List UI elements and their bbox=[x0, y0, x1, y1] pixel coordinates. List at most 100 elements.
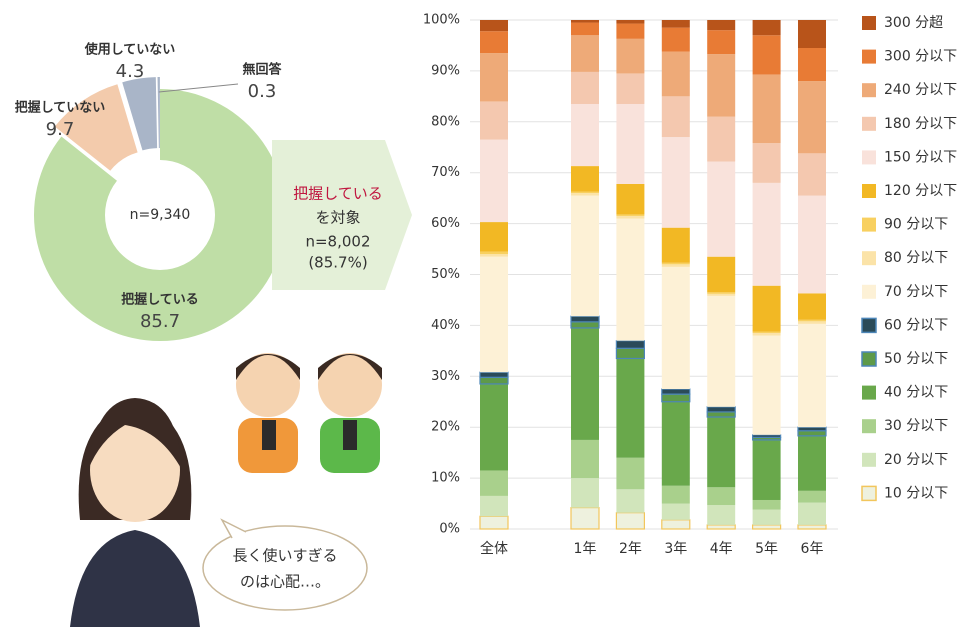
slice-value: 9.7 bbox=[46, 119, 75, 140]
x-tick-label: 2年 bbox=[619, 541, 642, 557]
bar-segment bbox=[616, 104, 644, 184]
bar-segment bbox=[480, 252, 508, 255]
bar-segment bbox=[571, 192, 599, 194]
bar-segment bbox=[707, 294, 735, 296]
y-tick-label: 70% bbox=[431, 165, 460, 180]
legend-swatch bbox=[862, 50, 876, 64]
bar-segment bbox=[480, 516, 508, 529]
legend-swatch bbox=[862, 419, 876, 433]
bar-segment bbox=[616, 20, 644, 24]
bar-segment bbox=[571, 35, 599, 72]
bar-segment bbox=[707, 407, 735, 412]
legend-swatch bbox=[862, 251, 876, 265]
bar-segment bbox=[662, 389, 690, 394]
bar-segment bbox=[707, 525, 735, 529]
bar-segment bbox=[480, 53, 508, 101]
slice-label: 把握している bbox=[121, 292, 199, 308]
bar-segment bbox=[798, 196, 826, 294]
bar-segment bbox=[798, 48, 826, 81]
speech-bubble: 長く使いすぎる のは心配…。 bbox=[203, 520, 367, 610]
callout-line: n=8,002 bbox=[305, 233, 370, 251]
bar-segment bbox=[480, 470, 508, 495]
bar-segment bbox=[571, 104, 599, 166]
y-tick-label: 40% bbox=[431, 318, 460, 333]
y-tick-label: 30% bbox=[431, 369, 460, 384]
bar-segment bbox=[616, 219, 644, 341]
y-tick-label: 100% bbox=[423, 13, 460, 28]
legend-label: 60 分以下 bbox=[884, 317, 948, 333]
bar-segment bbox=[753, 74, 781, 143]
bar-segment bbox=[662, 263, 690, 265]
bar-segment bbox=[616, 24, 644, 39]
bar-segment bbox=[571, 478, 599, 508]
slice-label: 把握していない bbox=[15, 100, 106, 116]
bar-segment bbox=[798, 20, 826, 48]
legend-label: 150 分以下 bbox=[884, 149, 957, 165]
slice-value: 85.7 bbox=[140, 311, 180, 332]
bar-segment bbox=[662, 267, 690, 389]
bar-segment bbox=[753, 143, 781, 183]
legend-label: 20 分以下 bbox=[884, 452, 948, 468]
y-tick-label: 10% bbox=[431, 471, 460, 486]
bar-segment bbox=[798, 321, 826, 324]
legend-label: 30 分以下 bbox=[884, 418, 948, 434]
legend-swatch bbox=[862, 83, 876, 97]
bar-segment bbox=[662, 504, 690, 520]
legend-swatch bbox=[862, 117, 876, 131]
bar-segment bbox=[753, 35, 781, 74]
legend-label: 90 分以下 bbox=[884, 217, 948, 233]
legend-swatch bbox=[862, 352, 876, 366]
bar-segment bbox=[571, 166, 599, 191]
legend-label: 120 分以下 bbox=[884, 183, 957, 199]
bar-segment bbox=[662, 96, 690, 137]
y-tick-label: 20% bbox=[431, 420, 460, 435]
bar-segment bbox=[798, 503, 826, 525]
bar-segment bbox=[798, 436, 826, 491]
bar-segment bbox=[616, 214, 644, 216]
bar-segment bbox=[616, 489, 644, 512]
x-tick-label: 1年 bbox=[574, 541, 597, 557]
legend-label: 70 分以下 bbox=[884, 284, 948, 300]
legend-label: 300 分以下 bbox=[884, 49, 957, 65]
bar-segment bbox=[707, 412, 735, 417]
bar-segment bbox=[707, 257, 735, 293]
bar-segment bbox=[662, 402, 690, 486]
bar-segment bbox=[798, 324, 826, 427]
bar-segment bbox=[707, 292, 735, 294]
y-tick-label: 60% bbox=[431, 216, 460, 231]
bar-segment bbox=[616, 348, 644, 358]
bar-segment bbox=[798, 525, 826, 529]
bar-segment bbox=[571, 316, 599, 322]
center-label: n=9,340 bbox=[130, 207, 191, 223]
woman-illustration bbox=[70, 398, 200, 627]
bar-segment bbox=[480, 384, 508, 471]
bar-segment bbox=[662, 20, 690, 28]
bar-segment bbox=[480, 101, 508, 139]
bar-segment bbox=[798, 293, 826, 319]
legend-swatch bbox=[862, 16, 876, 30]
bar-segment bbox=[616, 216, 644, 219]
speech-line: のは心配…。 bbox=[240, 573, 330, 591]
bar-segment bbox=[616, 73, 644, 104]
legend-label: 300 分超 bbox=[884, 15, 943, 31]
bar-segment bbox=[480, 140, 508, 222]
bar-segment bbox=[707, 162, 735, 257]
bar-segment bbox=[753, 525, 781, 529]
bar-segment bbox=[707, 54, 735, 117]
bar-segment bbox=[480, 222, 508, 252]
bar-segment bbox=[707, 505, 735, 525]
legend-swatch bbox=[862, 386, 876, 400]
bar-segment bbox=[662, 228, 690, 263]
bar-segment bbox=[707, 117, 735, 162]
y-tick-label: 50% bbox=[431, 267, 460, 282]
bar-segment bbox=[662, 28, 690, 52]
bar-segment bbox=[571, 508, 599, 529]
y-tick-label: 90% bbox=[431, 63, 460, 78]
y-tick-label: 0% bbox=[439, 522, 460, 537]
legend-label: 50 分以下 bbox=[884, 351, 948, 367]
callout-highlight: 把握している bbox=[293, 185, 383, 203]
legend-swatch bbox=[862, 486, 876, 500]
legend-swatch bbox=[862, 318, 876, 332]
bar-segment bbox=[707, 20, 735, 30]
